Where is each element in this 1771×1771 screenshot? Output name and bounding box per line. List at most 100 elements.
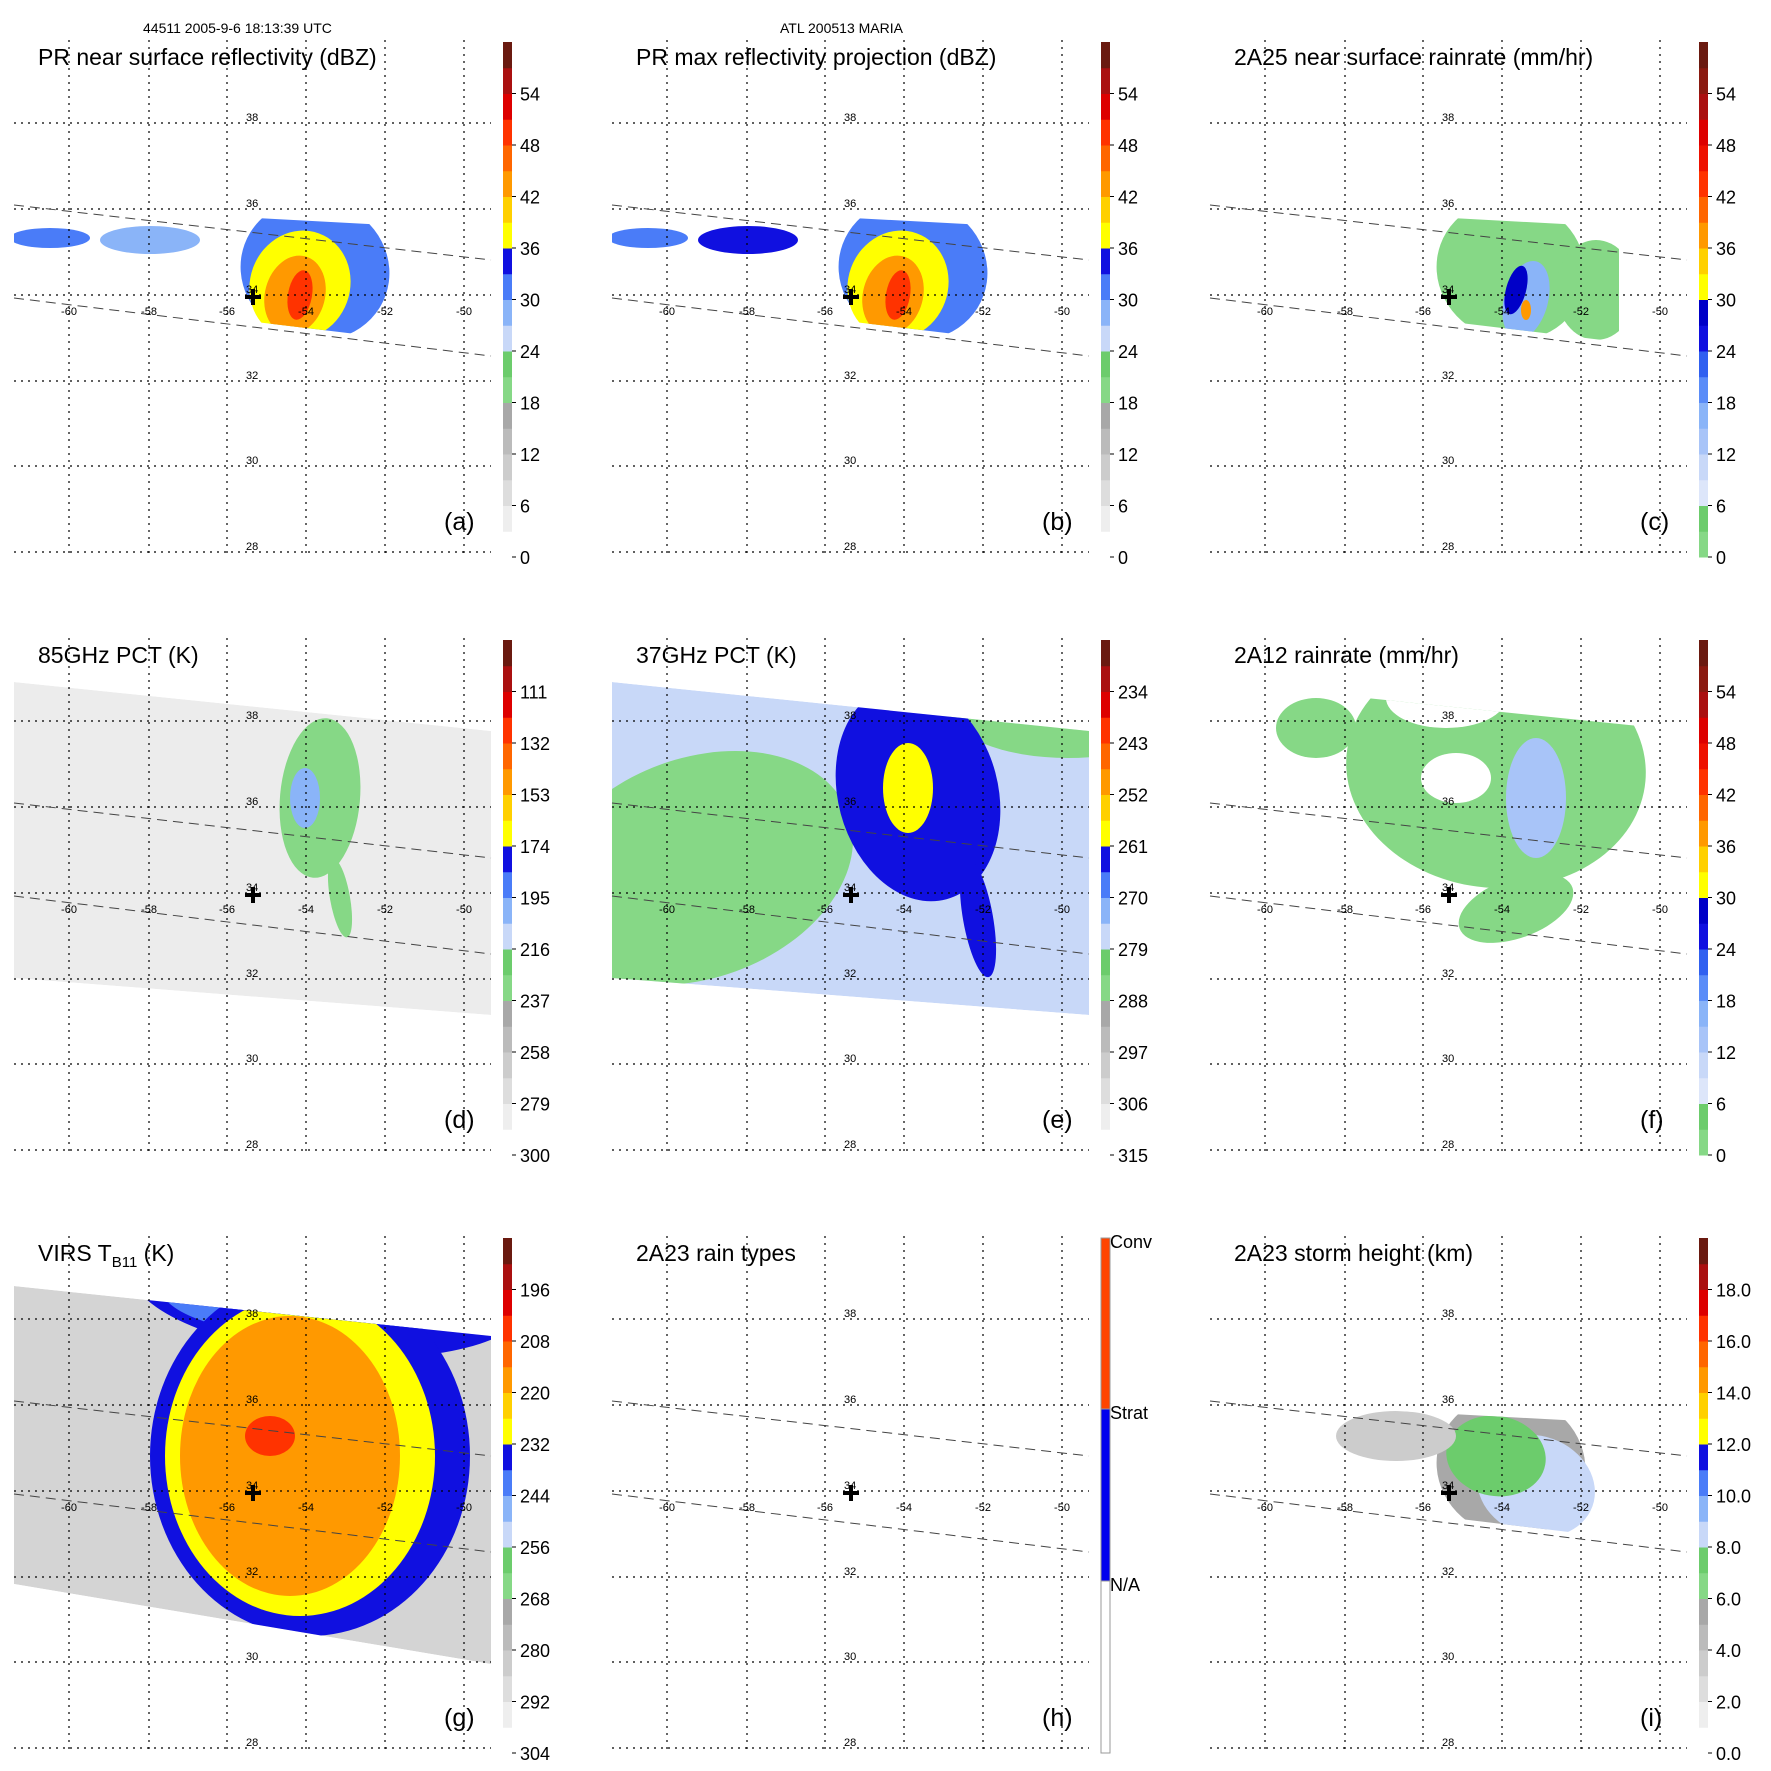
colorbar-tick-label: 6: [520, 497, 530, 517]
colorbar-segment: [1101, 1052, 1110, 1079]
swath-edge-line: [1209, 1493, 1688, 1553]
swath-edge-line: [611, 1493, 1090, 1553]
colorbar-tick-label: 24: [520, 342, 540, 362]
colorbar-segment: [1101, 428, 1110, 455]
panel-label: (a): [444, 508, 475, 536]
colorbar-segment: [503, 42, 512, 69]
echo-region: [1421, 753, 1491, 803]
colorbar-tick-label: 280: [520, 1641, 550, 1661]
colorbar-segment: [1699, 351, 1708, 378]
data-image: [14, 682, 491, 1015]
colorbar-tick-label: 244: [520, 1487, 550, 1507]
colorbar-segment: [1101, 248, 1110, 275]
colorbar-segment: [503, 454, 512, 481]
colorbar-segment: [503, 1263, 512, 1290]
colorbar-tick-label: 42: [1118, 188, 1138, 208]
colorbar-segment: [1699, 1624, 1708, 1651]
swath-edge-line: [1209, 802, 1688, 859]
colorbar-segment: [503, 505, 512, 532]
colorbar-segment: [503, 1727, 512, 1754]
latitude-label: 28: [246, 541, 258, 553]
data-image: [612, 682, 1089, 1015]
longitude-label: -56: [817, 306, 833, 318]
latitude-label: 36: [1442, 1394, 1454, 1406]
data-image: [14, 205, 390, 341]
colorbar-segment: [503, 717, 512, 744]
colorbar-segment: [503, 1289, 512, 1316]
swath-edge-line: [13, 1400, 492, 1457]
colorbar-tick-label: 36: [520, 239, 540, 259]
panel-label: (f): [1640, 1106, 1664, 1134]
colorbar-tick-label: 132: [520, 734, 550, 754]
colorbar-tick-label: 24: [1716, 342, 1736, 362]
echo-region: [708, 1421, 848, 1451]
colorbar-tick-label: 304: [520, 1744, 550, 1764]
colorbar-segment: [1699, 768, 1708, 795]
storm-center-cross-icon: [245, 887, 261, 903]
longitude-label: -56: [1415, 904, 1431, 916]
latitude-label: 32: [246, 968, 258, 980]
colorbar-segment: [1699, 273, 1708, 300]
panel-b: -60-58-56-54-52-50383634323028PR max ref…: [611, 40, 1138, 568]
colorbar-segment: [503, 402, 512, 429]
echo-region: [14, 228, 90, 248]
colorbar-tick-label: 6: [1118, 497, 1128, 517]
colorbar-segment: [1699, 871, 1708, 898]
colorbar-segment: [1101, 325, 1110, 352]
latitude-label: 32: [844, 968, 856, 980]
colorbar-tick-label: 16.0: [1716, 1332, 1751, 1352]
colorbar-segment: [1699, 428, 1708, 455]
swath-edge-line: [611, 1400, 1090, 1457]
latitude-label: 28: [246, 1737, 258, 1749]
colorbar-segment: [1101, 273, 1110, 300]
colorbar-tick-label: 292: [520, 1693, 550, 1713]
colorbar-category-label: Strat: [1110, 1403, 1148, 1423]
colorbar-tick-label: 54: [1118, 85, 1138, 105]
colorbar-segment: [1101, 196, 1110, 223]
longitude-label: -58: [1337, 1502, 1353, 1514]
title-subscript: B11: [112, 1254, 138, 1271]
longitude-label: -52: [377, 306, 393, 318]
colorbar-segment: [1699, 717, 1708, 744]
colorbar-tick-label: 237: [520, 992, 550, 1012]
colorbar-segment: [1699, 897, 1708, 924]
colorbar-tick-label: 12.0: [1716, 1435, 1751, 1455]
colorbar-segment: [503, 1650, 512, 1677]
panel-title: 2A23 storm height (km): [1234, 1240, 1473, 1266]
colorbar-segment: [1699, 1572, 1708, 1599]
panel-c: -60-58-56-54-52-503836343230282A25 near …: [1209, 40, 1736, 568]
longitude-label: -50: [1652, 904, 1668, 916]
latitude-label: 36: [1442, 796, 1454, 808]
colorbar-tick-label: 48: [1716, 734, 1736, 754]
panel-title: 2A25 near surface rainrate (mm/hr): [1234, 44, 1593, 70]
colorbar-tick-label: 6: [1716, 497, 1726, 517]
colorbar-segment: [503, 1392, 512, 1419]
panel-e: -60-58-56-54-52-5038363432302837GHz PCT …: [611, 638, 1148, 1166]
colorbar-segment: [1699, 196, 1708, 223]
latitude-label: 36: [844, 796, 856, 808]
colorbar-segment: [1699, 67, 1708, 94]
swath-edge-line: [611, 204, 1090, 261]
colorbar-segment: [1100, 1408, 1111, 1582]
longitude-label: -58: [141, 306, 157, 318]
colorbar-segment: [503, 691, 512, 718]
longitude-label: -58: [739, 306, 755, 318]
colorbar-segment: [1101, 717, 1110, 744]
colorbar-tick-label: 174: [520, 837, 550, 857]
data-image: [612, 205, 988, 341]
colorbar: 0.0 2.0 4.0 6.0 8.0 10.0 12.0 14.0 16.0 18.0: [1699, 1238, 1751, 1764]
title-unit: (K): [137, 1240, 174, 1266]
longitude-label: -52: [975, 904, 991, 916]
colorbar-segment: [503, 768, 512, 795]
swath-edge-line: [1209, 895, 1688, 955]
colorbar-segment: [1101, 1077, 1110, 1104]
colorbar-segment: [503, 846, 512, 873]
colorbar-tick-label: 30: [1716, 291, 1736, 311]
colorbar-segment: [503, 222, 512, 249]
colorbar-segment: [1101, 402, 1110, 429]
colorbar-segment: [503, 1598, 512, 1625]
latitude-label: 28: [844, 1139, 856, 1151]
longitude-label: -54: [896, 904, 912, 916]
panel-label: (h): [1042, 1704, 1073, 1732]
colorbar-segment: [1699, 949, 1708, 976]
